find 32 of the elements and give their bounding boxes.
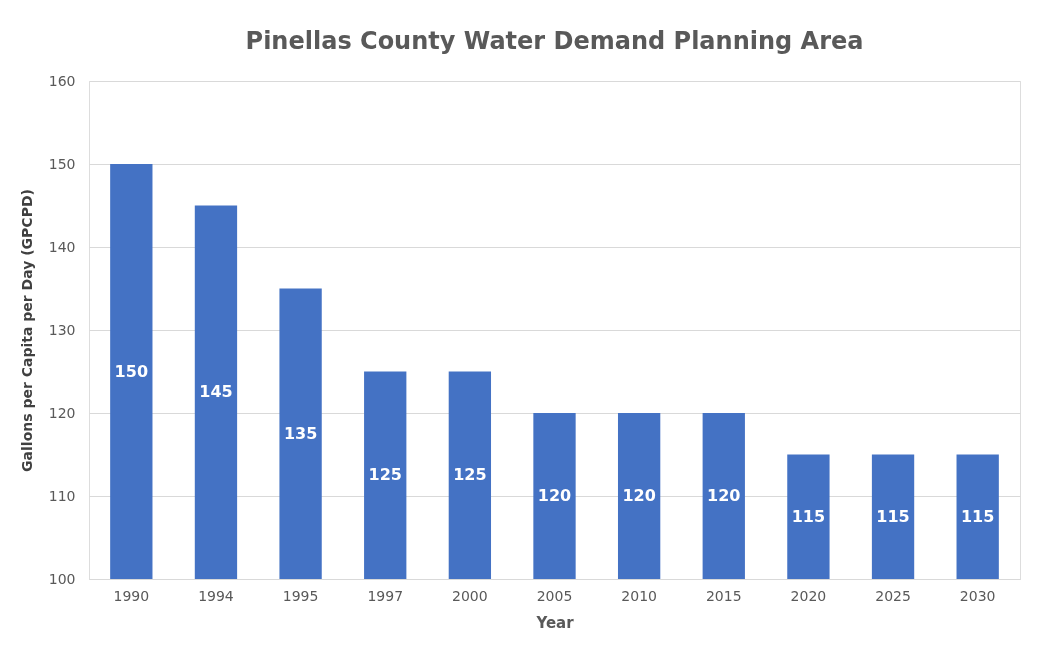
y-tick-label: 130: [48, 321, 76, 338]
x-tick-label: 2010: [621, 587, 657, 604]
y-tick-label: 150: [48, 155, 76, 172]
y-tick-label: 160: [48, 72, 76, 89]
data-label: 135: [283, 423, 318, 443]
x-tick-label: 2025: [875, 587, 911, 604]
data-label: 120: [707, 486, 741, 505]
x-tick-label: 1990: [113, 587, 150, 604]
chart-title: Pinellas County Water Demand Planning Area: [245, 27, 864, 55]
data-label: 145: [199, 382, 233, 402]
y-tick-label: 100: [48, 570, 76, 587]
x-tick-label: 2030: [959, 587, 996, 604]
data-label: 150: [114, 361, 149, 381]
data-label: 120: [537, 486, 572, 505]
x-tick-label: 2005: [536, 587, 573, 604]
data-label: 125: [368, 465, 402, 485]
data-label: 115: [960, 506, 995, 526]
x-tick-label: 1997: [367, 587, 404, 604]
x-tick-label: 2015: [705, 587, 742, 604]
data-label: 115: [791, 506, 826, 526]
x-axis-title: Year: [535, 613, 575, 632]
data-label: 120: [622, 486, 656, 505]
y-axis-title: Gallons per Capita per Day (GPCPD): [18, 189, 35, 472]
y-tick-label: 140: [48, 238, 76, 255]
x-tick-label: 2020: [790, 587, 827, 604]
x-tick-label: 1994: [198, 587, 234, 604]
y-tick-label: 110: [48, 487, 76, 504]
x-tick-label: 2000: [452, 587, 488, 604]
data-label: 115: [876, 506, 910, 526]
data-label: 125: [453, 465, 487, 485]
x-tick-label: 1995: [282, 587, 319, 604]
y-tick-label: 120: [48, 404, 76, 421]
